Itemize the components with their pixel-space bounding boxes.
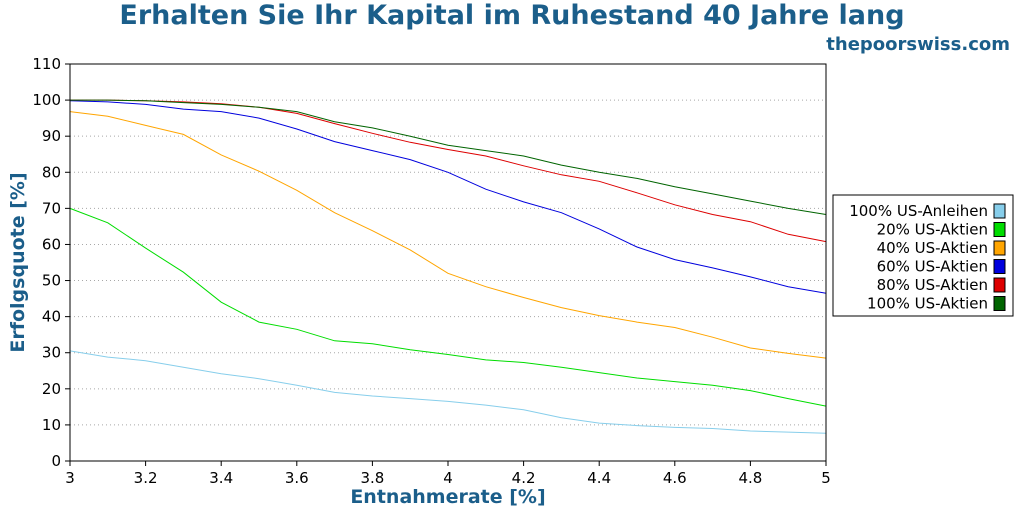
series-line-3	[69, 100, 827, 294]
legend-swatch	[993, 296, 1006, 311]
series-line-4	[70, 99, 827, 243]
y-tick-label: 60	[42, 235, 61, 253]
legend-swatch	[993, 240, 1006, 256]
y-tick-label: 10	[42, 416, 61, 434]
x-tick-label: 3.6	[285, 469, 309, 487]
x-tick-label: 3	[65, 469, 75, 487]
y-tick-label: 110	[32, 55, 61, 73]
y-tick-label: 30	[42, 344, 61, 362]
legend-swatch	[993, 259, 1006, 274]
series-line-0	[69, 350, 827, 434]
x-tick-label: 4.4	[587, 469, 611, 487]
grid-lines	[70, 99, 826, 426]
chart-title: Erhalten Sie Ihr Kapital im Ruhestand 40…	[119, 0, 905, 31]
x-tick-label: 3.8	[360, 469, 384, 487]
y-tick-label: 100	[32, 91, 61, 109]
x-tick-label: 3.2	[134, 469, 158, 487]
legend-label: 100% US-Aktien	[867, 295, 988, 313]
x-tick-label: 4	[443, 469, 453, 487]
legend-swatch	[993, 222, 1006, 237]
legend-label: 40% US-Aktien	[877, 239, 988, 257]
x-axis-label: Entnahmerate [%]	[350, 486, 545, 508]
y-axis-ticks: 0 10 20 30 40 50 60 70 80 90 100 110	[32, 55, 70, 470]
legend-swatch	[993, 277, 1006, 293]
legend-swatch	[993, 203, 1006, 219]
x-tick-label: 4.8	[738, 469, 762, 487]
y-tick-label: 50	[42, 272, 61, 290]
legend-label: 100% US-Anleihen	[849, 202, 988, 220]
y-tick-label: 0	[51, 452, 61, 470]
x-tick-label: 3.4	[209, 469, 233, 487]
x-tick-label: 4.6	[663, 469, 687, 487]
y-tick-label: 20	[42, 380, 61, 398]
site-name: thepoorswiss.com	[826, 34, 1010, 55]
legend-label: 20% US-Aktien	[877, 221, 988, 239]
y-tick-label: 80	[42, 163, 61, 181]
series-line-5	[70, 99, 827, 215]
y-tick-label: 40	[42, 308, 61, 326]
legend-label: 80% US-Aktien	[877, 276, 988, 294]
x-tick-label: 5	[821, 469, 831, 487]
x-axis-ticks: 3 3.2 3.4 3.6 3.8 4 4.2 4.4 4.6 4.8 5	[65, 461, 831, 487]
y-axis-label: Erfolgsquote [%]	[7, 172, 29, 352]
y-tick-label: 70	[42, 199, 61, 217]
series-line-2	[69, 111, 827, 359]
y-tick-label: 90	[42, 127, 61, 145]
series-line-1	[69, 207, 827, 407]
x-tick-label: 4.2	[512, 469, 536, 487]
legend-box	[832, 194, 1014, 317]
legend-label: 60% US-Aktien	[877, 258, 988, 276]
series-lines	[69, 99, 827, 434]
